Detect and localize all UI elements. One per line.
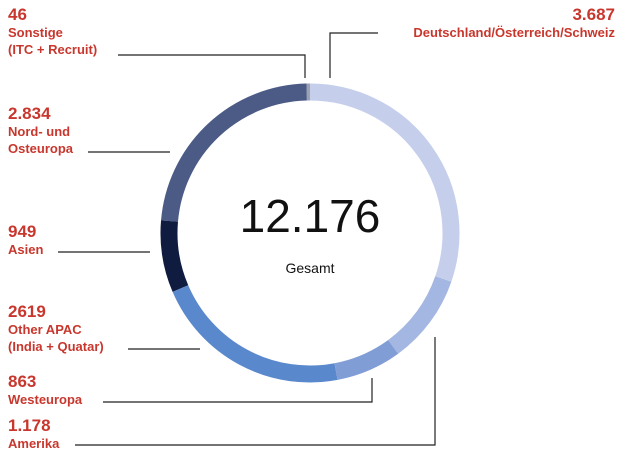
donut-segment: [309, 83, 460, 282]
category-label: Nord- und Osteuropa: [8, 124, 74, 156]
donut-segment: [161, 83, 307, 222]
leader-line: [75, 337, 436, 446]
category-label: Deutschland/Österreich/Schweiz: [413, 25, 615, 40]
label: 2619 Other APAC (India + Quatar): [8, 302, 104, 355]
donut-segment: [160, 220, 189, 292]
leader-line: [329, 32, 378, 78]
category-label: Asien: [8, 242, 44, 257]
leader-line: [118, 54, 306, 78]
category-label: Sonstige (ITC + Recruit): [8, 25, 98, 57]
value-label: 46: [8, 5, 27, 24]
value-label: 2.834: [8, 104, 51, 123]
leader-line: [103, 378, 373, 403]
label: 3.687 Deutschland/Österreich/Schweiz: [413, 5, 615, 41]
center-text: Gesamt: [285, 260, 334, 276]
center-total: 12.176: [240, 190, 381, 242]
value-label: 863: [8, 372, 37, 391]
category-label: Other APAC (India + Quatar): [8, 322, 104, 354]
label: 46 Sonstige (ITC + Recruit): [8, 5, 97, 58]
donut-segment: [334, 339, 399, 380]
category-label: Amerika: [8, 436, 60, 451]
label: 1.178 Amerika: [8, 416, 59, 452]
category-label: Westeuropa: [8, 392, 83, 407]
donut-segment: [388, 275, 452, 354]
value-label: 3.687: [572, 5, 615, 24]
label: 863 Westeuropa: [8, 372, 82, 408]
value-label: 1.178: [8, 416, 51, 435]
label: 949 Asien: [8, 222, 43, 258]
donut-segment: [172, 285, 338, 383]
label: 2.834 Nord- und Osteuropa: [8, 104, 73, 157]
value-label: 949: [8, 222, 37, 241]
value-label: 2619: [8, 302, 46, 321]
